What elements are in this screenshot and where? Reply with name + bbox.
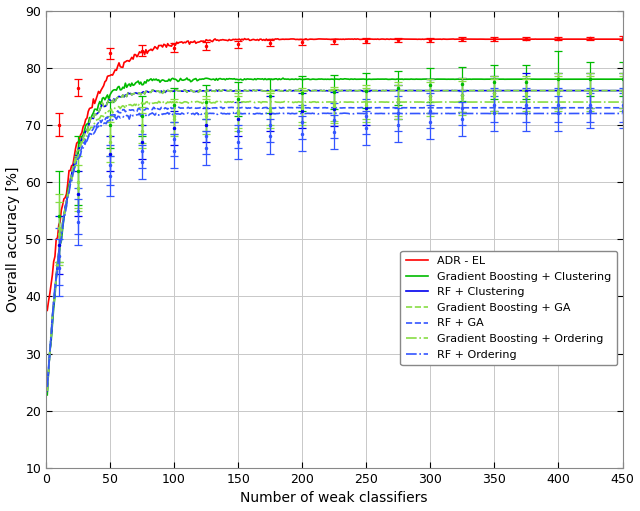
Gradient Boosting + Ordering (44, 388, 51, 394)
RF + Ordering (461, 110, 468, 117)
Gradient Boosting + Ordering (611, 99, 619, 105)
RF + Clustering (461, 87, 468, 94)
ADR - EL (369, 36, 376, 42)
RF + GA (140, 107, 147, 113)
RF + GA (461, 105, 468, 111)
Gradient Boosting + Ordering (369, 99, 376, 105)
Gradient Boosting + Ordering (596, 99, 604, 105)
Gradient Boosting + Clustering (619, 76, 627, 82)
Gradient Boosting + GA (108, 98, 115, 104)
RF + Clustering (619, 87, 627, 94)
Gradient Boosting + Clustering (461, 76, 468, 82)
Line: RF + GA: RF + GA (47, 107, 623, 385)
RF + Ordering (596, 110, 604, 117)
ADR - EL (44, 307, 51, 313)
Line: ADR - EL: ADR - EL (47, 39, 623, 310)
Gradient Boosting + Clustering (369, 76, 376, 82)
RF + Ordering (369, 110, 376, 117)
RF + Clustering (108, 98, 115, 104)
RF + Ordering (108, 119, 115, 125)
ADR - EL (108, 72, 115, 78)
RF + Clustering (44, 388, 51, 394)
RF + GA (108, 112, 115, 118)
ADR - EL (619, 36, 627, 42)
Gradient Boosting + Clustering (140, 81, 147, 87)
X-axis label: Number of weak classifiers: Number of weak classifiers (241, 492, 428, 505)
RF + GA (596, 105, 604, 111)
RF + Clustering (611, 87, 619, 94)
Gradient Boosting + Ordering (461, 99, 468, 105)
Legend: ADR - EL, Gradient Boosting + Clustering, RF + Clustering, Gradient Boosting + G: ADR - EL, Gradient Boosting + Clustering… (401, 251, 617, 365)
ADR - EL (140, 48, 147, 54)
RF + GA (44, 382, 51, 388)
RF + Ordering (166, 109, 174, 115)
Gradient Boosting + Ordering (619, 99, 627, 105)
RF + Clustering (369, 87, 376, 94)
Line: RF + Clustering: RF + Clustering (47, 90, 623, 391)
Y-axis label: Overall accuracy [%]: Overall accuracy [%] (6, 167, 20, 312)
Line: RF + Ordering: RF + Ordering (47, 112, 623, 387)
Gradient Boosting + GA (369, 87, 376, 94)
Gradient Boosting + GA (596, 87, 604, 94)
RF + GA (166, 104, 174, 110)
RF + Ordering (611, 110, 619, 117)
ADR - EL (241, 36, 248, 42)
RF + Ordering (44, 384, 51, 390)
RF + Ordering (619, 110, 627, 117)
Line: Gradient Boosting + Clustering: Gradient Boosting + Clustering (47, 78, 623, 395)
Gradient Boosting + GA (611, 87, 619, 94)
Gradient Boosting + GA (461, 87, 468, 94)
Gradient Boosting + Ordering (205, 97, 212, 103)
RF + Ordering (140, 112, 147, 118)
ADR - EL (461, 36, 468, 42)
Gradient Boosting + GA (305, 87, 312, 93)
Gradient Boosting + Ordering (140, 101, 147, 107)
RF + GA (619, 105, 627, 111)
RF + Clustering (305, 87, 312, 93)
Gradient Boosting + Clustering (44, 392, 51, 398)
Line: Gradient Boosting + Ordering: Gradient Boosting + Ordering (47, 100, 623, 391)
Gradient Boosting + Ordering (108, 106, 115, 112)
Gradient Boosting + Clustering (108, 89, 115, 96)
ADR - EL (611, 36, 619, 42)
Gradient Boosting + Clustering (183, 75, 191, 81)
Gradient Boosting + Clustering (611, 76, 619, 82)
Gradient Boosting + Clustering (596, 76, 604, 82)
RF + GA (611, 105, 619, 111)
RF + Clustering (140, 89, 147, 95)
Gradient Boosting + GA (44, 388, 51, 394)
ADR - EL (596, 36, 604, 42)
Line: Gradient Boosting + GA: Gradient Boosting + GA (47, 90, 623, 391)
Gradient Boosting + GA (619, 87, 627, 94)
RF + Clustering (596, 87, 604, 94)
RF + GA (369, 105, 376, 111)
Gradient Boosting + GA (140, 88, 147, 95)
